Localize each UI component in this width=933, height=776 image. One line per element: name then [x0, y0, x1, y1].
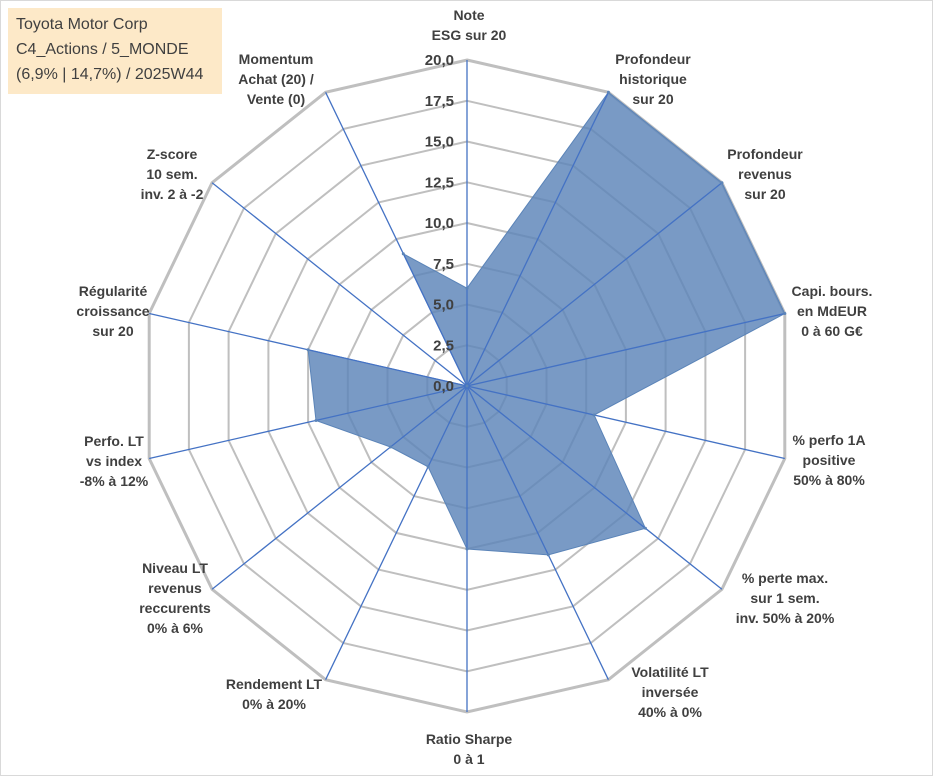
axis-label: Note ESG sur 20	[432, 7, 507, 43]
axis-label-line: Rendement LT	[226, 676, 323, 692]
axis-label-line: Perfo. LT	[84, 433, 144, 449]
axis-label-line: Vente (0)	[247, 91, 305, 107]
axis-label-line: inversée	[642, 684, 699, 700]
info-category: C4_Actions / 5_MONDE	[16, 41, 189, 58]
axis-label: Profondeur historique sur 20	[615, 51, 691, 107]
axis-label-line: Régularité	[79, 283, 148, 299]
axis-label-line: historique	[619, 71, 687, 87]
data-point	[546, 553, 550, 557]
axis-label: Profondeur revenus sur 20	[727, 146, 803, 202]
axis-spoke	[466, 385, 723, 590]
axis-label-line: Note	[453, 7, 484, 23]
axis-label-line: Profondeur	[615, 51, 691, 67]
axis-label: % perte max. sur 1 sem. inv. 50% à 20%	[736, 570, 835, 626]
data-point	[720, 181, 724, 185]
axis-label-line: Capi. bours.	[792, 283, 873, 299]
axis-label-line: Niveau LT	[142, 560, 208, 576]
axis-label: Z-score 10 sem. inv. 2 à -2	[141, 146, 204, 202]
info-company: Toyota Motor Corp	[16, 16, 148, 33]
tick-label: 15,0	[425, 134, 454, 151]
axis-label-line: positive	[803, 452, 856, 468]
axis-label-line: 0% à 6%	[147, 620, 204, 636]
axis-label: Volatilité LT inversée 40% à 0%	[631, 664, 709, 720]
axis-label: Régularité croissance sur 20	[76, 283, 149, 339]
axis-label-line: sur 1 sem.	[750, 590, 819, 606]
data-point	[643, 526, 647, 530]
axis-label-line: ESG sur 20	[432, 27, 507, 43]
data-point	[314, 419, 318, 422]
tick-label: 12,5	[425, 174, 454, 191]
axis-label-line: croissance	[76, 303, 149, 319]
tick-label: 20,0	[425, 52, 454, 69]
data-point	[783, 312, 787, 315]
axis-label: Rendement LT 0% à 20%	[226, 676, 323, 712]
axis-label: Ratio Sharpe 0 à 1	[426, 731, 513, 767]
axis-label-line: 0 à 60 G€	[801, 323, 863, 339]
axis-label-line: 40% à 0%	[638, 704, 702, 720]
axis-spoke	[466, 312, 785, 387]
data-point	[465, 547, 469, 551]
axis-spoke	[325, 92, 468, 387]
axis-label: Niveau LT revenus reccurents 0% à 6%	[139, 560, 211, 636]
data-point	[401, 252, 405, 256]
axis-label-line: 0 à 1	[453, 751, 484, 767]
axis-spoke	[211, 182, 468, 387]
data-point	[465, 384, 469, 388]
axis-label-line: vs index	[86, 453, 142, 469]
axis-label-line: en MdEUR	[797, 303, 867, 319]
axis-label-line: inv. 2 à -2	[141, 186, 204, 202]
data-point	[606, 90, 610, 94]
info-stats: (6,9% | 14,7%) / 2025W44	[16, 66, 204, 83]
axis-spoke	[466, 182, 723, 387]
axis-label-line: inv. 50% à 20%	[736, 610, 835, 626]
axis-label: Capi. bours. en MdEUR 0 à 60 G€	[792, 283, 873, 339]
axis-spoke	[211, 385, 468, 590]
data-point	[389, 445, 392, 449]
info-box: Toyota Motor Corp C4_Actions / 5_MONDE (…	[8, 8, 222, 94]
axis-label-line: Profondeur	[727, 146, 803, 162]
axis-label-line: Volatilité LT	[631, 664, 709, 680]
axis-label-line: -8% à 12%	[80, 473, 149, 489]
axis-label-line: sur 20	[744, 186, 785, 202]
axis-spoke	[149, 385, 468, 460]
data-point	[426, 465, 430, 469]
tick-label: 7,5	[433, 256, 454, 273]
axis-label-line: reccurents	[139, 600, 211, 616]
axis-label-line: revenus	[148, 580, 202, 596]
tick-label: 2,5	[433, 337, 454, 354]
tick-label: 10,0	[425, 215, 454, 232]
axis-label-line: Ratio Sharpe	[426, 731, 513, 747]
axis-label: Momentum Achat (20) / Vente (0)	[238, 51, 314, 107]
data-point	[592, 413, 596, 417]
axis-label-line: Momentum	[239, 51, 314, 67]
axis-label: % perfo 1A positive 50% à 80%	[792, 432, 865, 488]
tick-label: 17,5	[425, 93, 454, 110]
data-point	[465, 286, 469, 290]
data-point	[306, 348, 310, 352]
axis-label-line: 50% à 80%	[793, 472, 865, 488]
axis-spoke	[325, 385, 468, 680]
axis-label-line: Z-score	[147, 146, 198, 162]
axis-spoke	[466, 385, 609, 680]
axis-label-line: sur 20	[92, 323, 133, 339]
axis-label-line: 10 sem.	[146, 166, 197, 182]
tick-label: 0,0	[433, 378, 454, 395]
axis-label-line: sur 20	[632, 91, 673, 107]
axis-label-line: 0% à 20%	[242, 696, 306, 712]
axis-spoke	[466, 385, 785, 460]
axis-spoke	[466, 92, 609, 387]
tick-label: 5,0	[433, 297, 454, 314]
axis-label-line: Achat (20) /	[238, 71, 314, 87]
axis-label-line: revenus	[738, 166, 792, 182]
axis-label: Perfo. LT vs index -8% à 12%	[80, 433, 149, 489]
axis-label-line: % perte max.	[742, 570, 828, 586]
axis-label-line: % perfo 1A	[792, 432, 865, 448]
